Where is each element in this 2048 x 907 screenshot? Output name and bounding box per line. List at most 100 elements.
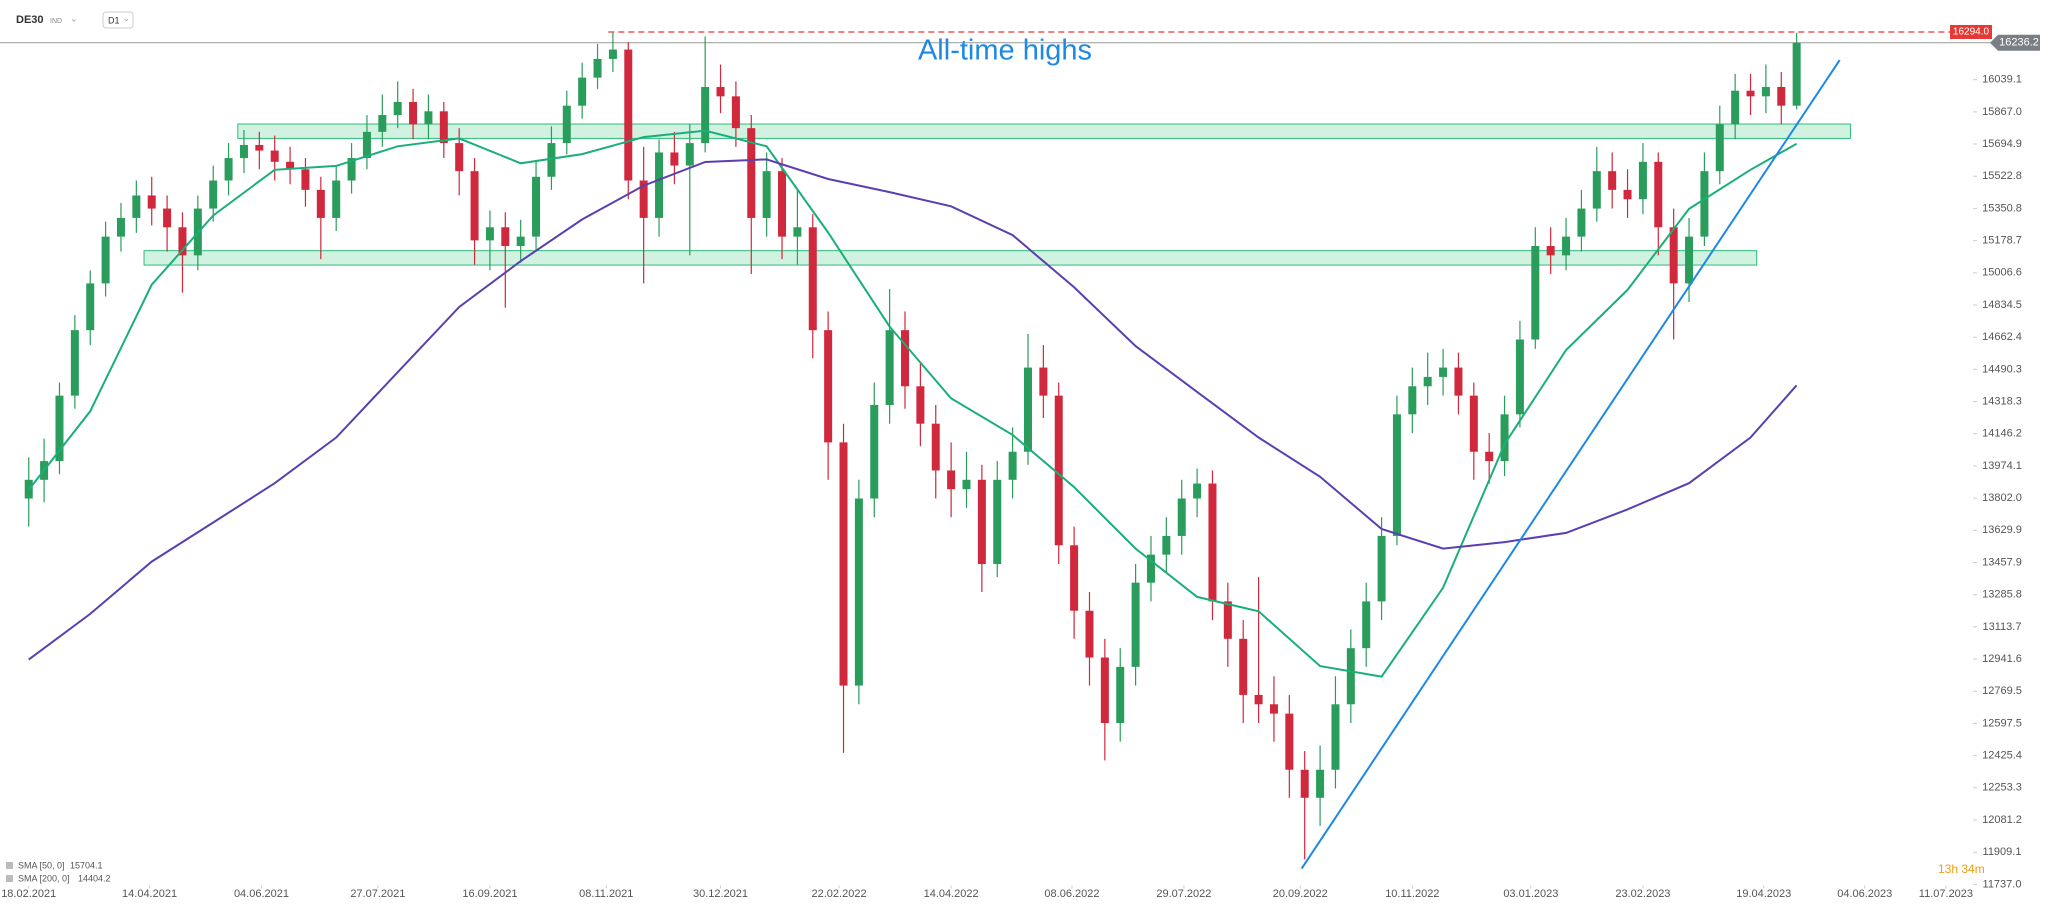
dropdown-arrow[interactable]: ⌄: [70, 13, 78, 23]
candle-body: [332, 180, 341, 218]
candle-body: [1669, 227, 1678, 284]
y-tick-label: 13113.7: [1983, 621, 2022, 633]
candle-body: [901, 330, 910, 387]
x-tick-label: 14.04.2022: [924, 888, 979, 900]
legend-name: SMA [50, 0]: [18, 860, 65, 870]
candle-body: [1116, 666, 1125, 723]
candle-body: [562, 105, 571, 144]
candle-body: [1454, 367, 1463, 396]
candle-body: [270, 150, 279, 162]
last-price-label: 16236.2: [1999, 37, 2039, 49]
y-tick-label: 14490.3: [1982, 363, 2022, 375]
candle-body: [532, 176, 541, 237]
candle-body: [163, 208, 172, 228]
y-tick-label: 11737.0: [1983, 878, 2022, 890]
candle-body: [1070, 545, 1079, 611]
candle-body: [655, 152, 664, 218]
candle-body: [1623, 189, 1632, 200]
candle-body: [485, 227, 494, 241]
candle-body: [1008, 451, 1017, 480]
y-tick-label: 12597.5: [1982, 717, 2022, 729]
candle-body: [286, 161, 295, 170]
candle-body: [1162, 535, 1171, 555]
y-tick-label: 13629.9: [1982, 524, 2022, 536]
y-tick-label: 12941.6: [1982, 653, 2022, 665]
candle-body: [1039, 367, 1048, 396]
candle-body: [854, 498, 863, 686]
candle-body: [839, 442, 848, 686]
x-tick-label: 04.06.2021: [234, 888, 289, 900]
candle-body: [1362, 601, 1371, 649]
candle-body: [593, 58, 602, 78]
candle-body: [870, 404, 879, 499]
candle-body: [1254, 694, 1263, 705]
sma-line: [28, 158, 1798, 661]
y-tick-label: 14318.3: [1982, 395, 2022, 407]
candle-body: [1469, 395, 1478, 452]
candle-body: [1577, 208, 1586, 237]
candle-body: [931, 423, 940, 471]
candle-body: [1346, 648, 1355, 705]
candle-body: [608, 49, 617, 59]
y-tick-label: 12425.4: [1982, 750, 2022, 762]
candle-body: [1515, 339, 1524, 415]
candle-body: [1285, 713, 1294, 770]
y-tick-label: 15522.8: [1982, 170, 2022, 182]
candle-body: [1377, 535, 1386, 602]
x-tick-label: 10.11.2022: [1385, 888, 1439, 900]
trendline: [1300, 59, 1841, 870]
candle-body: [1208, 483, 1217, 602]
candle-body: [1239, 638, 1248, 695]
candle-body: [1746, 90, 1755, 97]
y-tick-label: 14662.4: [1982, 331, 2022, 343]
candle-body: [470, 171, 479, 241]
candle-body: [624, 49, 633, 181]
candle-body: [55, 395, 64, 462]
candle-body: [1761, 86, 1770, 97]
price-level-tag: [1950, 24, 1992, 39]
candle-body: [793, 227, 802, 237]
legend-icon: [6, 862, 13, 869]
candle-body: [639, 180, 648, 218]
y-tick-label: 14834.5: [1982, 299, 2022, 311]
x-tick-label: 14.04.2021: [122, 888, 177, 900]
candle-body: [86, 283, 95, 331]
x-tick-label: 11.07.2023: [1919, 888, 1973, 900]
candle-body: [824, 330, 833, 443]
x-tick-label: 27.07.2021: [350, 888, 405, 900]
candle-body: [301, 169, 310, 190]
candle-body: [1700, 171, 1709, 237]
candle-body: [1316, 769, 1325, 798]
candle-body: [362, 131, 371, 159]
candle-body: [132, 195, 141, 218]
candle-body: [578, 77, 587, 106]
candle-body: [255, 144, 264, 151]
candle-body: [1269, 704, 1278, 714]
candle-body: [1715, 124, 1724, 172]
candle-body: [1423, 376, 1432, 387]
y-tick-label: 15178.7: [1982, 235, 2022, 247]
last-price-tag: [1990, 34, 2040, 51]
candle-body: [116, 217, 125, 237]
candle-body: [1792, 42, 1801, 106]
candle-body: [70, 330, 79, 396]
x-tick-label: 04.06.2023: [1837, 888, 1892, 900]
x-tick-label: 30.12.2021: [693, 888, 748, 900]
candle-body: [1177, 498, 1186, 536]
candle-body: [947, 470, 956, 490]
candle-body: [1054, 395, 1063, 546]
y-tick-label: 13285.8: [1982, 589, 2022, 601]
candle-body: [716, 86, 725, 97]
interval-button[interactable]: [102, 11, 134, 29]
candle-body: [747, 128, 756, 218]
support-zone: [237, 123, 1851, 139]
y-tick-label: 13802.0: [1982, 492, 2022, 504]
candle-body: [1731, 90, 1740, 125]
y-tick-label: 15867.0: [1982, 106, 2022, 118]
x-tick-label: 19.04.2023: [1736, 888, 1791, 900]
x-tick-label: 22.02.2022: [812, 888, 867, 900]
interval: D1: [108, 15, 120, 25]
candle-body: [409, 101, 418, 125]
y-tick-label: 11909.1: [1983, 846, 2022, 858]
